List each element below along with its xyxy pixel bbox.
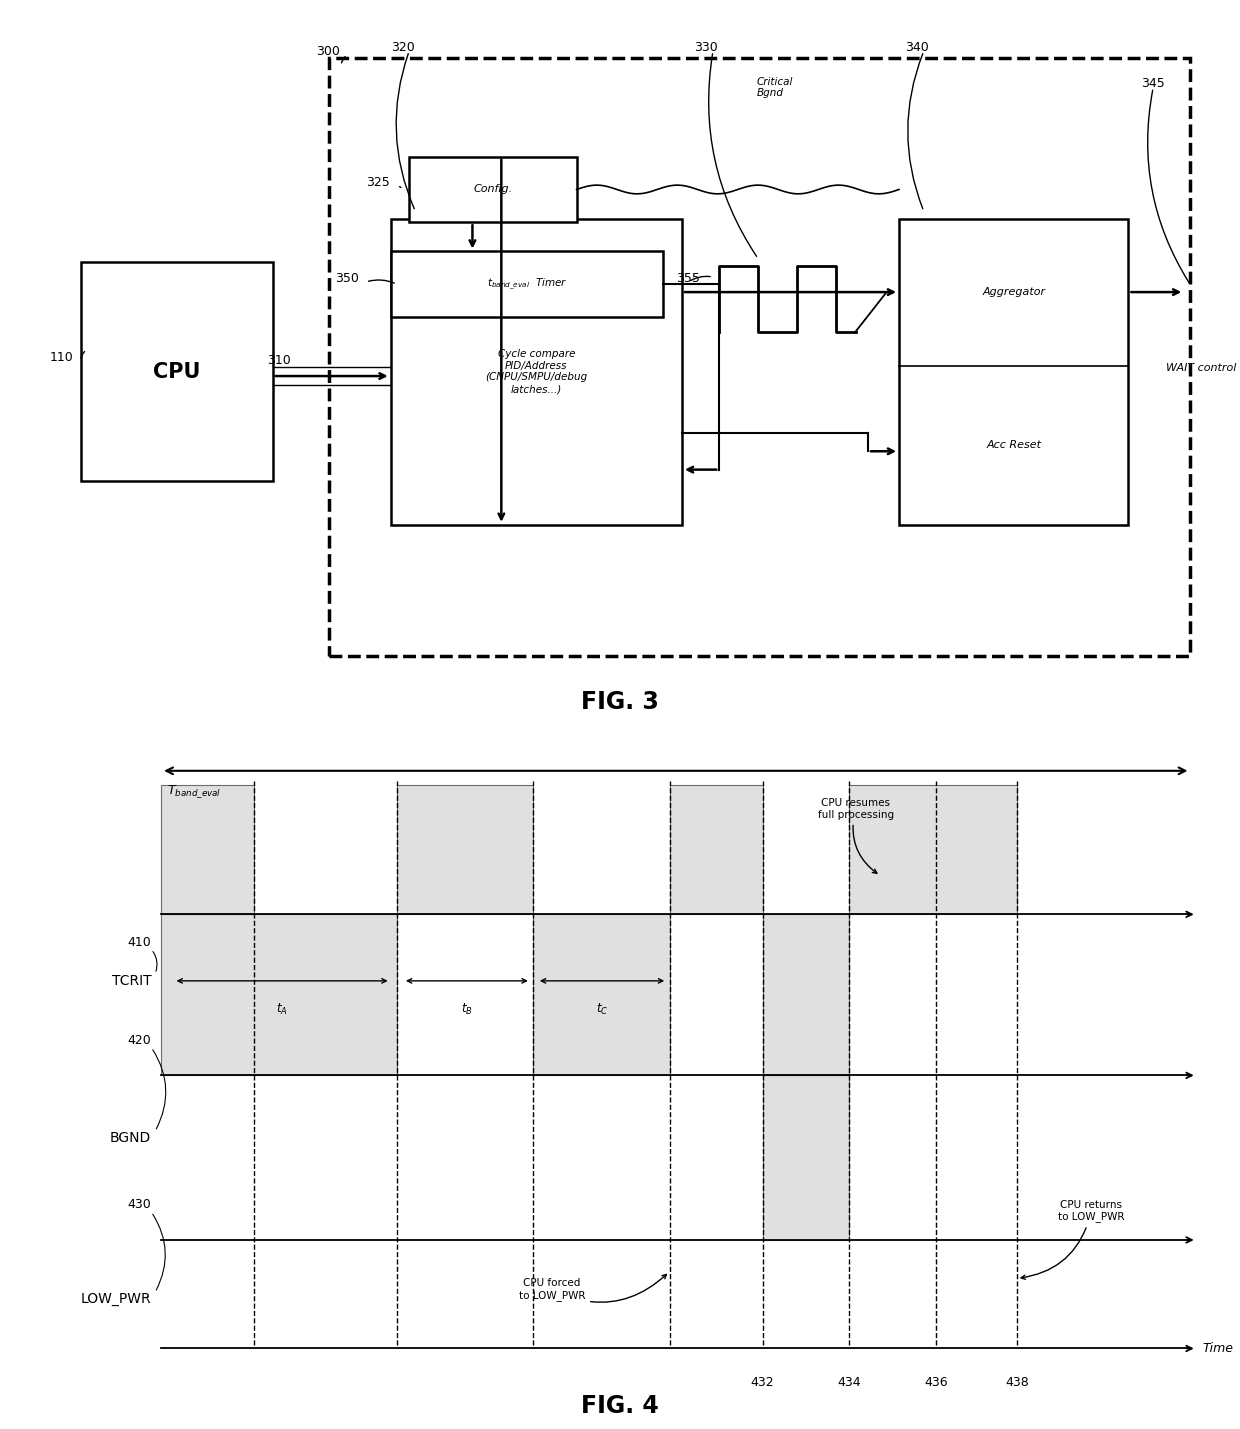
Text: FIG. 4: FIG. 4: [582, 1395, 658, 1419]
Text: 432: 432: [750, 1376, 775, 1389]
FancyBboxPatch shape: [899, 219, 1128, 524]
Bar: [533, 915, 670, 1076]
Text: 434: 434: [837, 1376, 862, 1389]
Text: 430: 430: [128, 1199, 151, 1212]
FancyBboxPatch shape: [391, 219, 682, 524]
Text: 310: 310: [267, 354, 290, 367]
Text: Time: Time: [1203, 1342, 1234, 1355]
FancyBboxPatch shape: [391, 252, 663, 317]
Text: Aggregator: Aggregator: [982, 287, 1045, 297]
Bar: [763, 1076, 849, 1240]
Text: FIG. 3: FIG. 3: [582, 690, 658, 714]
Text: 420: 420: [128, 1035, 151, 1047]
Bar: [670, 785, 763, 915]
Text: $t_C$: $t_C$: [596, 1002, 608, 1017]
Text: $T_{band\_eval}$: $T_{band\_eval}$: [167, 783, 222, 800]
Text: Acc Reset: Acc Reset: [986, 440, 1042, 450]
Text: 350: 350: [335, 272, 358, 284]
Text: Config.: Config.: [474, 184, 512, 194]
Text: Critical
Bgnd: Critical Bgnd: [756, 77, 792, 99]
Text: 300: 300: [316, 44, 340, 57]
Text: 436: 436: [924, 1376, 949, 1389]
Text: TCRIT: TCRIT: [112, 975, 151, 987]
Text: 330: 330: [694, 41, 718, 54]
Bar: [763, 915, 849, 1076]
Text: 410: 410: [128, 936, 151, 949]
Text: WAIT control: WAIT control: [1166, 363, 1236, 373]
Bar: [397, 785, 533, 915]
Text: 340: 340: [905, 41, 929, 54]
Text: $t_{band\_eval}$  Timer: $t_{band\_eval}$ Timer: [486, 277, 568, 292]
Text: LOW_PWR: LOW_PWR: [81, 1292, 151, 1306]
Bar: [161, 915, 397, 1076]
Text: CPU returns
to LOW_PWR: CPU returns to LOW_PWR: [1021, 1200, 1125, 1279]
Text: CPU: CPU: [153, 362, 201, 382]
Text: Cycle compare
PID/Address
(CNPU/SMPU/debug
latches...): Cycle compare PID/Address (CNPU/SMPU/deb…: [485, 349, 588, 394]
Bar: [161, 785, 254, 915]
Text: $t_B$: $t_B$: [461, 1002, 472, 1017]
FancyBboxPatch shape: [81, 263, 273, 482]
Text: CPU forced
to LOW_PWR: CPU forced to LOW_PWR: [518, 1275, 666, 1302]
Text: 345: 345: [1141, 77, 1164, 90]
Text: 325: 325: [366, 176, 389, 189]
Text: BGND: BGND: [110, 1132, 151, 1146]
FancyBboxPatch shape: [409, 157, 577, 223]
Text: $t_A$: $t_A$: [277, 1002, 288, 1017]
Text: 320: 320: [391, 41, 414, 54]
Bar: [849, 785, 1017, 915]
Text: 438: 438: [1004, 1376, 1029, 1389]
Text: 110: 110: [50, 350, 73, 364]
Text: CPU resumes
full processing: CPU resumes full processing: [817, 799, 894, 873]
Text: 355: 355: [676, 272, 699, 284]
